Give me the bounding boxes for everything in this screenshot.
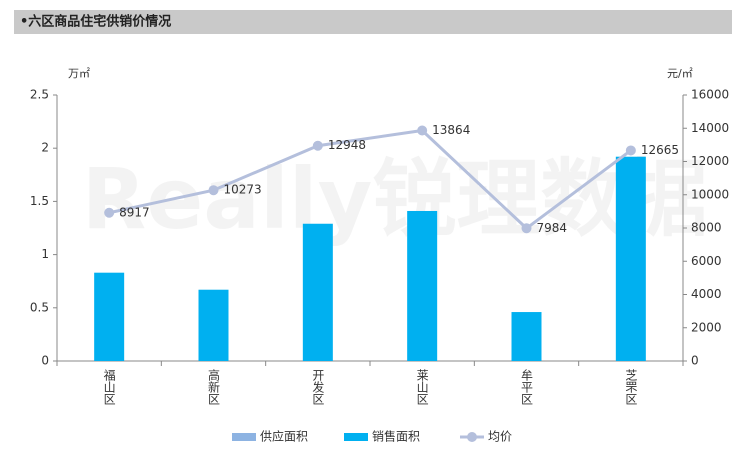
chart-title: •六区商品住宅供销价情况 <box>20 14 171 30</box>
y2-tick-label: 4000 <box>691 287 722 301</box>
y2-tick-label: 16000 <box>691 88 729 102</box>
legend-swatch <box>232 433 256 441</box>
x-tick-label: 芝罘区 <box>624 368 638 405</box>
x-tick-label: 牟平区 <box>520 368 534 405</box>
line-marker <box>104 207 115 218</box>
value-label: 8917 <box>119 205 150 219</box>
y2-tick-label: 10000 <box>691 187 729 201</box>
y2-tick-label: 14000 <box>691 121 729 135</box>
x-tick-label: 莱山区 <box>415 369 429 405</box>
y-tick-label: 0 <box>41 354 49 368</box>
y-unit: 万㎡ <box>68 67 90 80</box>
x-tick-label: 福山区 <box>102 368 116 405</box>
line-marker <box>208 185 219 196</box>
value-label: 12948 <box>328 138 366 152</box>
legend-label: 均价 <box>488 430 512 444</box>
header-band <box>14 10 732 34</box>
value-label: 7984 <box>537 221 568 235</box>
x-tick-label: 开发区 <box>311 369 325 405</box>
line-marker <box>625 145 636 156</box>
legend-swatch <box>467 432 477 442</box>
line-marker <box>521 223 532 234</box>
line <box>108 128 632 231</box>
y2-tick-label: 6000 <box>691 254 722 268</box>
value-label: 12665 <box>641 143 679 157</box>
line-marker <box>312 140 323 151</box>
y-tick-label: 2.5 <box>30 88 49 102</box>
y2-tick-label: 12000 <box>691 154 729 168</box>
bar <box>407 210 438 361</box>
bar <box>94 272 125 361</box>
y2-unit: 元/㎡ <box>667 67 693 80</box>
legend-label: 供应面积 <box>260 429 308 444</box>
bar <box>511 312 542 361</box>
y-tick-label: 0.5 <box>30 300 49 314</box>
line-marker <box>417 125 428 136</box>
value-label: 13864 <box>432 123 470 137</box>
bar <box>615 156 646 361</box>
y-tick-label: 1.5 <box>30 194 49 208</box>
y-tick-label: 2 <box>41 141 49 155</box>
y-tick-label: 1 <box>41 247 49 261</box>
bar <box>198 289 229 361</box>
bar <box>302 223 333 361</box>
value-label: 10273 <box>224 183 262 197</box>
x-tick-label: 高新区 <box>207 368 221 405</box>
watermark: Really锐理数据 <box>82 150 709 248</box>
legend-swatch <box>344 433 368 441</box>
y2-tick-label: 8000 <box>691 221 722 235</box>
legend-label: 销售面积 <box>372 429 420 444</box>
y2-tick-label: 2000 <box>691 320 722 334</box>
y2-tick-label: 0 <box>691 354 699 368</box>
